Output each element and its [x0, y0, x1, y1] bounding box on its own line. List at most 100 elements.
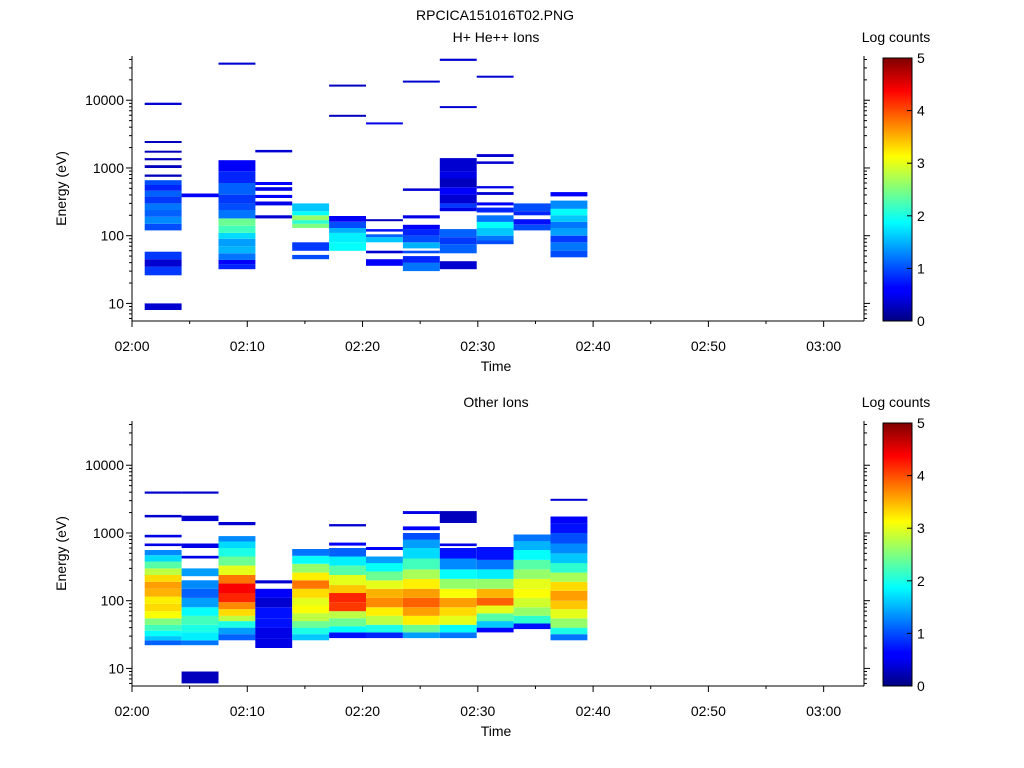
- y-tick-label: 10000: [85, 457, 124, 473]
- heatmap-cell: [402, 624, 440, 633]
- heatmap-cell: [550, 627, 588, 635]
- heatmap-cell: [439, 578, 477, 589]
- heatmap-cell: [550, 634, 588, 641]
- heatmap-cell: [476, 228, 514, 236]
- heatmap-cell: [439, 548, 477, 559]
- heatmap-cell: [550, 250, 588, 258]
- heatmap-cell: [402, 615, 440, 625]
- heatmap-cell: [144, 543, 182, 547]
- heatmap-cell: [218, 574, 256, 584]
- heatmap-cell: [476, 161, 514, 164]
- x-tick-label: 02:10: [230, 703, 265, 719]
- heatmap-cell: [476, 569, 514, 579]
- x-tick-label: 02:40: [576, 703, 611, 719]
- heatmap-cell: [329, 602, 366, 612]
- colorbar-label: Log counts: [862, 29, 931, 45]
- heatmap-cell: [181, 615, 219, 625]
- heatmap-cell: [402, 215, 440, 219]
- heatmap-cell: [476, 235, 514, 241]
- heatmap-cell: [255, 194, 293, 198]
- heatmap-cell: [218, 160, 256, 171]
- x-tick-label: 02:50: [691, 703, 726, 719]
- heatmap-cell: [181, 555, 219, 559]
- heatmap-cell: [366, 597, 403, 608]
- x-tick-label: 02:50: [691, 338, 726, 354]
- heatmap-cell: [144, 630, 182, 637]
- heatmap-cell: [218, 253, 256, 260]
- heatmap-cell: [255, 215, 293, 219]
- heatmap-cell: [402, 533, 440, 540]
- heatmap-cell: [513, 534, 551, 542]
- heatmap-cell: [292, 254, 330, 260]
- heatmap-cell: [144, 514, 182, 518]
- heatmap-cell: [329, 632, 366, 639]
- x-tick-label: 02:30: [460, 338, 495, 354]
- heatmap-cell: [550, 581, 588, 591]
- heatmap-cell: [144, 574, 182, 582]
- heatmap-cell: [218, 218, 256, 226]
- y-tick-label: 10: [108, 660, 124, 676]
- heatmap-cell: [402, 569, 440, 579]
- heatmap-cell: [218, 209, 256, 219]
- heatmap-cell: [255, 149, 293, 153]
- heatmap-cell: [366, 234, 403, 238]
- heatmap-cell: [513, 569, 551, 579]
- heatmap-cell: [144, 636, 182, 641]
- heatmap-cell: [476, 605, 514, 614]
- heatmap-cell: [218, 522, 256, 526]
- heatmap-cell: [439, 511, 477, 523]
- heatmap-cell: [218, 565, 256, 575]
- y-tick-label: 10: [108, 295, 124, 311]
- heatmap-cell: [144, 534, 182, 538]
- heatmap-cell: [181, 624, 219, 633]
- heatmap-cell: [181, 543, 219, 548]
- heatmap-cell: [218, 171, 256, 183]
- heatmap-cell: [513, 588, 551, 598]
- panel-title: H+ He++ Ions: [453, 29, 540, 45]
- heatmap-cell: [366, 237, 403, 243]
- heatmap-cell: [402, 539, 440, 548]
- heatmap-cell: [218, 225, 256, 233]
- heatmap-cell: [255, 201, 293, 206]
- heatmap-cell: [292, 203, 330, 212]
- heatmap-cell: [476, 621, 514, 628]
- heatmap-cell: [476, 559, 514, 570]
- heatmap-cell: [329, 84, 366, 87]
- heatmap-cell: [144, 259, 182, 267]
- heatmap-cell: [329, 556, 366, 566]
- heatmap-cell: [550, 215, 588, 222]
- heatmap-cell: [218, 264, 256, 270]
- heatmap-cell: [329, 618, 366, 627]
- heatmap-cell: [366, 624, 403, 633]
- heatmap-cell: [144, 555, 182, 562]
- heatmap-cell: [329, 216, 366, 222]
- heatmap-cell: [218, 556, 256, 566]
- heatmap-cell: [255, 187, 293, 191]
- heatmap-cell: [550, 242, 588, 251]
- colorbar-tick-label: 4: [917, 103, 925, 119]
- heatmap-cell: [144, 158, 182, 161]
- heatmap-cell: [439, 543, 477, 547]
- heatmap-cell: [218, 609, 256, 616]
- heatmap-cell: [366, 607, 403, 616]
- heatmap-cell: [292, 627, 330, 635]
- heatmap-cell: [218, 593, 256, 603]
- heatmap-cell: [218, 602, 256, 610]
- heatmap-cell: [329, 524, 366, 527]
- heatmap-cell: [513, 578, 551, 589]
- heatmap-cell: [292, 242, 330, 251]
- heatmap-cell: [218, 583, 256, 593]
- heatmap-cell: [218, 548, 256, 557]
- heatmap-cell: [329, 626, 366, 633]
- panel-other-ions: Other Ions 02:00 02:10 02:20 02:30 02:40 02:50…: [53, 394, 930, 739]
- heatmap-cell: [329, 542, 366, 546]
- heatmap-cell: [255, 638, 293, 648]
- x-tick-label: 02:30: [460, 703, 495, 719]
- heatmap-cell: [329, 228, 366, 233]
- heatmap-cell: [292, 597, 330, 606]
- heatmap-cell: [550, 523, 588, 533]
- heatmap-cell: [550, 553, 588, 564]
- heatmap-cell: [329, 242, 366, 251]
- heatmap-cell: [255, 597, 293, 608]
